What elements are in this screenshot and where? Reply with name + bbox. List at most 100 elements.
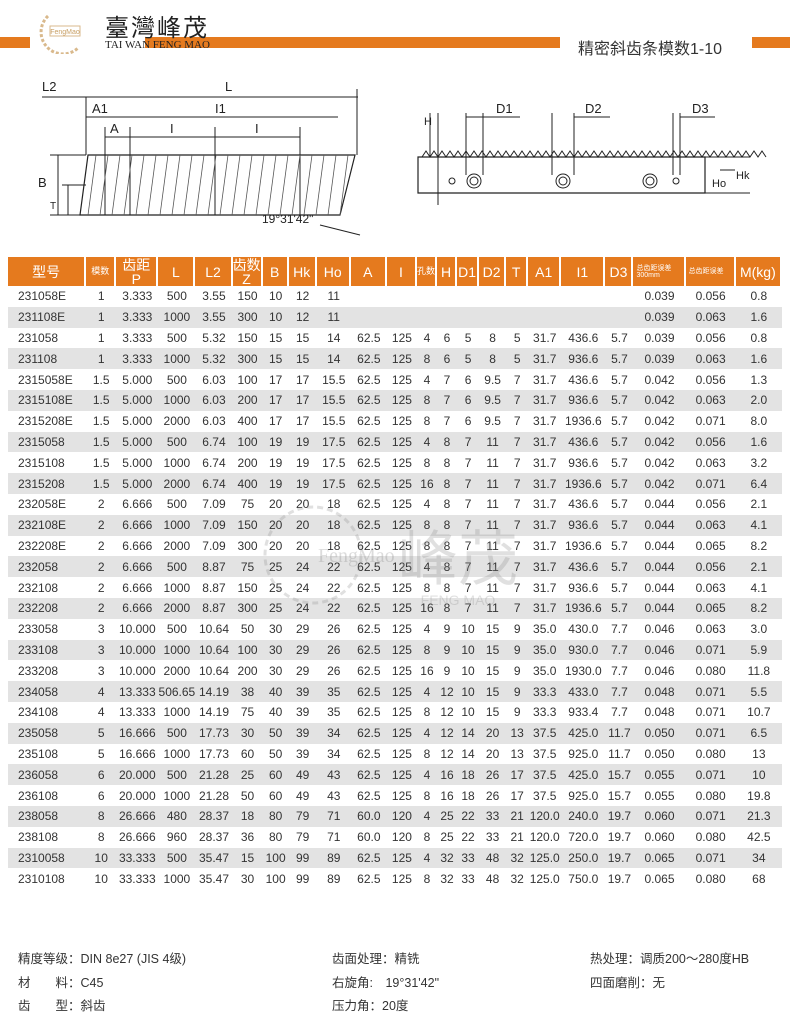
table-cell: 3.55 — [202, 289, 226, 304]
table-cell: 13.333 — [118, 705, 156, 720]
table-cell: 38 — [232, 681, 263, 702]
table-cell: 62.5 — [357, 372, 381, 387]
table-cell: 5.9 — [735, 639, 782, 661]
table-cell: 62.5 — [350, 764, 387, 786]
table-cell: 10.7 — [747, 705, 771, 720]
table-cell: 35.47 — [198, 871, 229, 886]
table-row: 232108E 2 6.666 1000 7.09 150 20 20 18 62.5 125 8 8 7… — [8, 514, 782, 536]
table-cell: 5.7 — [605, 431, 634, 453]
table-cell: 25 — [262, 597, 289, 619]
table-cell: 29 — [296, 663, 310, 678]
table-cell: 11.8 — [747, 663, 771, 678]
table-cell: 4 — [416, 764, 437, 786]
table-cell: 0.050 — [644, 746, 675, 761]
table-cell: 14.19 — [198, 705, 229, 720]
table-cell: 0.080 — [695, 746, 726, 761]
table-cell: 0.055 — [633, 764, 686, 786]
table-cell: 6 — [443, 330, 451, 345]
table-cell: 17.73 — [195, 722, 233, 744]
model-number-cell: 238108 — [18, 830, 59, 845]
table-cell: 0.071 — [685, 847, 736, 869]
table-cell: 120 — [391, 830, 412, 845]
svg-text:B: B — [38, 175, 47, 190]
table-cell: 2.1 — [735, 556, 782, 578]
table-cell: 4 — [416, 556, 437, 578]
table-cell: 500 — [158, 722, 196, 744]
document-title: 精密斜齿条模数1-10 — [578, 41, 723, 58]
table-cell: 40 — [262, 681, 289, 702]
table-cell: 1.5 — [86, 389, 117, 411]
table-cell: 19 — [288, 473, 317, 494]
table-cell: 2 — [97, 580, 105, 595]
table-cell: 4 — [423, 372, 431, 387]
table-cell — [351, 286, 387, 307]
table-cell: 7 — [464, 538, 472, 553]
table-cell: 4 — [423, 330, 431, 345]
header-bar-left — [0, 37, 30, 48]
table-cell: 125.0 — [529, 871, 560, 886]
table-cell: 1 — [97, 330, 105, 345]
table-cell: 0.063 — [695, 580, 726, 595]
model-number-cell: 2310058 — [8, 847, 87, 869]
table-cell: 16 — [416, 597, 437, 619]
table-cell: 25 — [262, 556, 289, 578]
table-cell: 8 — [423, 830, 431, 845]
table-cell: 0.063 — [685, 389, 736, 411]
table-cell: 39 — [288, 681, 317, 702]
column-header: T — [506, 257, 529, 286]
table-cell: 15.7 — [605, 764, 634, 786]
table-cell: 15 — [296, 330, 310, 345]
column-header: 型号 — [8, 257, 87, 286]
model-number-cell: 231058E — [18, 289, 67, 304]
table-cell: 31.7 — [533, 414, 557, 429]
table-cell: 0.080 — [695, 663, 726, 678]
spec-pressure: 压力角：20度 — [332, 999, 409, 1013]
table-cell: 7 — [457, 473, 480, 494]
table-cell: 7 — [464, 497, 472, 512]
table-cell: 16 — [436, 764, 458, 786]
table-cell: 48 — [479, 847, 507, 869]
table-cell: 0.071 — [685, 764, 736, 786]
table-cell: 0.056 — [695, 372, 726, 387]
table-cell: 19 — [288, 431, 317, 453]
table-cell: 8.2 — [750, 538, 768, 553]
table-cell: 8.87 — [195, 597, 233, 619]
table-cell: 62.5 — [357, 663, 381, 678]
table-cell: 8 — [489, 330, 496, 345]
table-cell: 11 — [486, 455, 499, 470]
table-cell: 18 — [327, 497, 341, 512]
table-cell: 0.080 — [695, 830, 726, 845]
table-header: 型号 模数 齿距 P L L2 齿数 Z B Hk Ho A I 孔数 H D1 D2 T A1 I1 D3 总齿距误… — [8, 257, 782, 286]
table-cell: 62.5 — [350, 681, 387, 702]
table-cell: 3 — [97, 622, 105, 637]
table-cell: 300 — [237, 538, 258, 553]
table-cell — [437, 286, 457, 307]
table-cell: 4 — [416, 805, 437, 827]
table-cell: 34 — [316, 722, 351, 744]
table-row: 231058 1 3.333 500 5.32 150 15 15 14 62.5 125 4 6 5 8 5… — [8, 328, 782, 349]
table-cell: 60.0 — [357, 830, 381, 845]
table-cell: 7.7 — [611, 622, 628, 637]
table-cell — [386, 306, 417, 328]
table-row: 232208E 2 6.666 2000 7.09 300 20 20 18 62.5 125 8 8 7… — [8, 536, 782, 557]
model-number-cell: 231108E — [8, 306, 87, 328]
table-cell: 10.64 — [195, 639, 233, 661]
table-cell: 0.071 — [685, 805, 736, 827]
table-cell: 32 — [440, 871, 454, 886]
table-cell: 39 — [288, 722, 317, 744]
table-cell: 0.048 — [633, 681, 686, 702]
table-cell: 20 — [296, 497, 310, 512]
model-number-cell: 233208 — [18, 663, 59, 678]
table-cell: 62.5 — [357, 330, 381, 345]
table-cell: 7.7 — [605, 639, 634, 661]
table-cell: 5.000 — [116, 473, 159, 494]
table-cell: 31.7 — [528, 556, 562, 578]
table-cell: 8 — [423, 871, 431, 886]
table-cell: 125 — [386, 348, 417, 370]
spec-grinding: 四面磨削：无 — [590, 976, 666, 990]
table-cell: 0.042 — [633, 389, 686, 411]
table-cell: 125 — [391, 663, 412, 678]
table-cell: 14.19 — [195, 681, 233, 702]
table-cell: 300 — [232, 597, 263, 619]
table-row: 238108 8 26.666 960 28.37 36 80 79 71 60.0 120 8 25 2… — [8, 827, 782, 848]
